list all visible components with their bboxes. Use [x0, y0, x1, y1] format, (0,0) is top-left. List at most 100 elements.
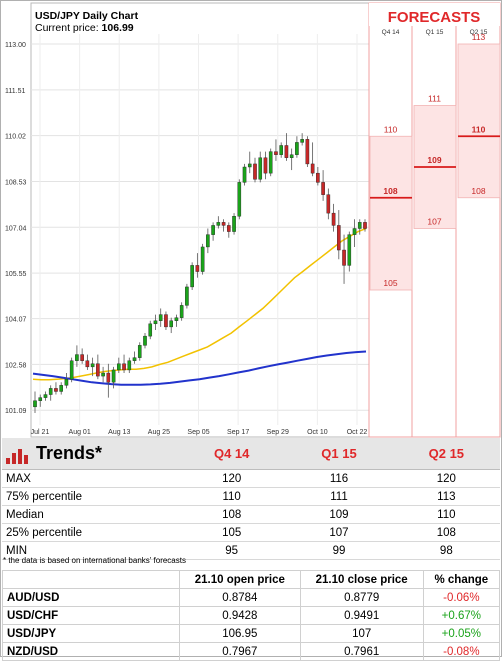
candle-body — [300, 139, 304, 143]
pair-name: AUD/USD — [2, 588, 180, 607]
candle — [132, 351, 137, 364]
candle-body — [195, 265, 200, 272]
candle-body — [326, 194, 331, 214]
trends-cell: 110 — [392, 505, 500, 524]
y-tick-label: 108.53 — [5, 179, 27, 186]
candle-body — [106, 372, 111, 383]
moving-average-line — [32, 350, 367, 386]
candle-body — [54, 388, 58, 392]
candle — [258, 151, 263, 183]
candle-body — [363, 222, 367, 229]
y-tick-label: 110.02 — [5, 134, 26, 141]
forecast-min-label: 108 — [471, 186, 485, 196]
pct-change: +0.05% — [422, 624, 501, 643]
candle — [279, 142, 283, 158]
forecast-median-label: 108 — [383, 186, 397, 196]
pair-name: USD/CHF — [2, 606, 180, 625]
candle — [64, 373, 69, 389]
trends-cell: 99 — [285, 541, 393, 560]
candle-body — [38, 397, 43, 401]
candle-body — [122, 363, 126, 371]
chart-title: USD/JPY Daily Chart — [35, 10, 139, 22]
candle — [227, 222, 231, 238]
trends-row-label: Median — [2, 505, 178, 524]
prices-row: AUD/USD 0.8784 0.8779 -0.06% — [2, 588, 501, 607]
close-price: 107 — [299, 624, 424, 643]
candle — [85, 354, 90, 370]
trends-row-label: 75% percentile — [2, 487, 178, 506]
candle — [274, 139, 278, 161]
trends-cell: 110 — [178, 487, 286, 506]
candle-body — [268, 151, 273, 174]
x-tick-label: Aug 13 — [108, 429, 130, 436]
open-price: 0.8784 — [179, 588, 301, 607]
candle — [221, 219, 226, 232]
candle-body — [158, 314, 163, 321]
close-price: 0.7961 — [299, 642, 424, 661]
candle — [185, 283, 189, 309]
forecast-range-box — [369, 135, 413, 291]
trends-cell: 113 — [392, 487, 500, 506]
candle — [169, 317, 173, 334]
forecast-median-label: 110 — [472, 124, 486, 134]
candle-body — [342, 249, 346, 266]
candle — [242, 163, 247, 186]
trends-cell: 120 — [178, 469, 286, 488]
candle-body — [247, 163, 252, 168]
candle — [237, 179, 242, 220]
trends-cell: 95 — [178, 541, 286, 560]
candle — [321, 170, 325, 201]
moving-average-line — [32, 227, 367, 381]
candle-body — [90, 363, 95, 368]
candle-body — [185, 286, 189, 306]
candle-body — [357, 222, 362, 229]
candle — [357, 219, 362, 235]
candle — [316, 167, 320, 186]
candle-body — [232, 215, 236, 232]
pair-name: USD/JPY — [2, 624, 180, 643]
trends-title: Trends* — [36, 442, 103, 463]
candle — [195, 253, 200, 278]
candle — [90, 357, 95, 377]
candle-body — [352, 228, 357, 235]
candle — [33, 391, 37, 413]
candle-body — [295, 142, 299, 155]
candle-body — [274, 151, 278, 155]
candle — [289, 148, 294, 171]
x-tick-label: Oct 10 — [307, 429, 328, 436]
trends-cell: 98 — [392, 541, 500, 560]
candle — [148, 320, 153, 340]
candle — [122, 354, 126, 374]
candle-body — [200, 246, 205, 272]
candle-body — [169, 320, 173, 328]
candle-body — [111, 369, 116, 383]
forecast-max-label: 110 — [384, 124, 398, 134]
candle — [48, 385, 53, 401]
candle — [331, 203, 336, 232]
candle-body — [237, 182, 242, 217]
prices-row: USD/CHF 0.9428 0.9491 +0.67% — [2, 606, 501, 625]
candle — [137, 342, 142, 361]
candle-body — [43, 394, 48, 398]
candle — [117, 357, 121, 374]
candle — [337, 210, 341, 260]
trends-row: 25% percentile 105 107 108 — [2, 523, 500, 542]
trends-q-header: Q2 15 — [392, 438, 500, 470]
forecast-min-label: 105 — [383, 278, 397, 288]
forecast-quarter-label: Q1 15 — [426, 29, 444, 36]
candle — [206, 228, 210, 254]
candle — [268, 148, 273, 177]
candle-body — [96, 363, 100, 377]
candle — [127, 357, 132, 374]
candle-body — [347, 234, 352, 266]
candle-body — [137, 345, 142, 358]
candle — [174, 314, 179, 327]
forecast-range-box — [457, 43, 501, 199]
forecasts-title: FORECASTS — [388, 9, 481, 26]
candle-body — [179, 305, 184, 318]
candle-body — [164, 314, 168, 328]
x-tick-label: Oct 22 — [347, 429, 368, 436]
prices-row: USD/JPY 106.95 107 +0.05% — [2, 624, 501, 643]
open-price: 106.95 — [179, 624, 301, 643]
candle — [352, 219, 357, 247]
